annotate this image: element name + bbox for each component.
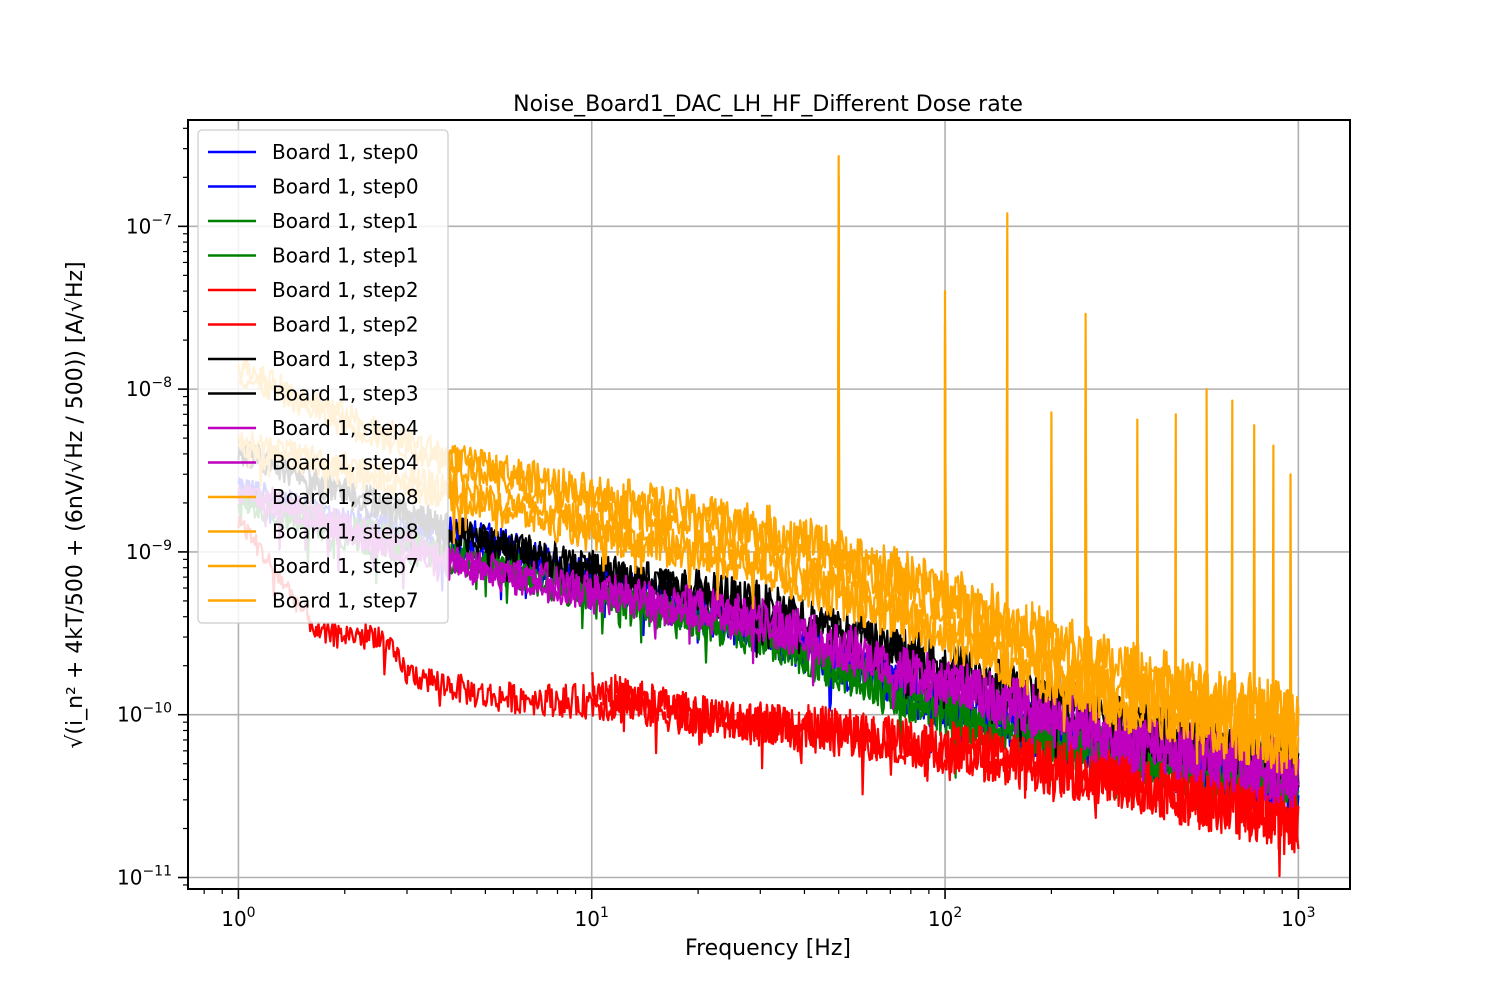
legend-label-8: Board 1, step4 <box>272 416 419 440</box>
legend-label-2: Board 1, step1 <box>272 209 419 233</box>
legend-label-11: Board 1, step8 <box>272 520 419 544</box>
legend-label-0: Board 1, step0 <box>272 140 419 164</box>
legend-label-3: Board 1, step1 <box>272 244 419 268</box>
y-axis-label: √(i_n² + 4kT/500 + (6nV/√Hz / 500)) [A/√… <box>63 261 88 748</box>
y-tick-label-0: 10−11 <box>117 864 172 890</box>
y-axis-label-group: √(i_n² + 4kT/500 + (6nV/√Hz / 500)) [A/√… <box>63 261 88 748</box>
legend-label-10: Board 1, step8 <box>272 485 419 509</box>
y-tick-label-4: 10−7 <box>126 212 172 238</box>
legend-label-6: Board 1, step3 <box>272 347 419 371</box>
legend: Board 1, step0 Board 1, step0 Board 1, ste… <box>197 129 449 624</box>
legend-label-12: Board 1, step7 <box>272 554 419 578</box>
legend-label-1: Board 1, step0 <box>272 175 419 199</box>
y-tick-label-2: 10−9 <box>126 538 172 564</box>
y-tick-label-1: 10−10 <box>117 701 172 727</box>
x-axis-label: Frequency [Hz] <box>685 936 851 961</box>
ticks: 100 101 102 103 10−11 10−10 10−9 10−8 10−7 <box>117 127 1316 931</box>
x-tick-label-1: 101 <box>575 905 609 931</box>
legend-label-5: Board 1, step2 <box>272 313 419 337</box>
legend-box <box>197 129 449 624</box>
legend-label-7: Board 1, step3 <box>272 382 419 406</box>
x-tick-label-2: 102 <box>928 905 962 931</box>
legend-label-13: Board 1, step7 <box>272 589 419 613</box>
x-tick-label-0: 100 <box>221 905 255 931</box>
y-tick-label-3: 10−8 <box>126 375 172 401</box>
x-tick-label-3: 103 <box>1281 905 1315 931</box>
legend-label-4: Board 1, step2 <box>272 278 419 302</box>
chart-title: Noise_Board1_DAC_LH_HF_Different Dose ra… <box>513 92 1023 117</box>
series-layer <box>237 155 1300 878</box>
plot-frame <box>187 119 1351 890</box>
legend-label-9: Board 1, step4 <box>272 451 419 475</box>
